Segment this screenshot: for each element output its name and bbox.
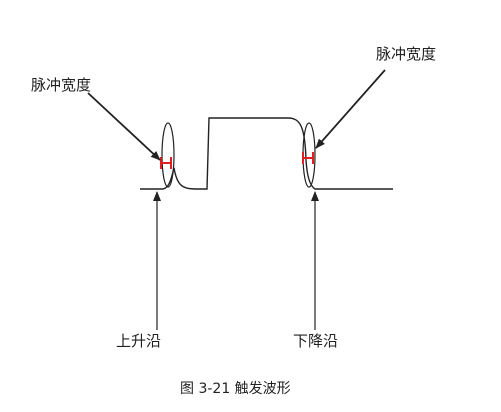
label-pulse-width-right: 脉冲宽度 (376, 45, 436, 63)
label-pulse-width-left: 脉冲宽度 (31, 76, 91, 94)
waveform-line (140, 117, 393, 190)
figure-caption: 图 3-21 触发波形 (180, 381, 291, 397)
arrow-pulse-width-left (87, 92, 161, 161)
label-rising-edge: 上升沿 (116, 332, 161, 350)
pulse-loop-left (161, 122, 175, 188)
pulse-width-marker-left (160, 157, 172, 169)
arrow-pulse-width-right (315, 69, 386, 149)
pulse-width-marker-right (302, 152, 314, 164)
label-falling-edge: 下降沿 (293, 332, 338, 350)
